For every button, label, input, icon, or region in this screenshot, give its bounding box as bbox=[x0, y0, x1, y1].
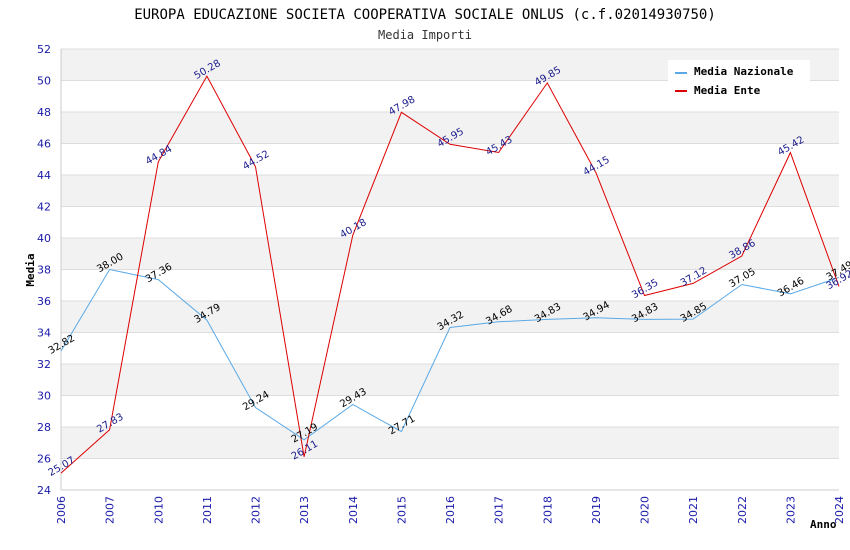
y-axis-ticks: 24 26 28 30 32 34 36 38 40 42 44 46 48 50 52 bbox=[37, 43, 51, 497]
legend-label-media-ente: Media Ente bbox=[694, 84, 761, 97]
data-label-media-ente: 40.18 bbox=[338, 217, 368, 241]
y-tick-label: 50 bbox=[37, 75, 51, 88]
x-tick-label: 2011 bbox=[201, 496, 214, 524]
x-tick-label: 2019 bbox=[590, 496, 603, 524]
legend-label-media-nazionale: Media Nazionale bbox=[694, 65, 794, 78]
data-label-media-ente: 36.35 bbox=[630, 277, 660, 301]
y-tick-label: 28 bbox=[37, 421, 51, 434]
y-tick-label: 30 bbox=[37, 390, 51, 403]
y-tick-label: 48 bbox=[37, 106, 51, 119]
band bbox=[61, 364, 839, 396]
x-tick-label: 2022 bbox=[736, 496, 749, 524]
x-tick-label: 2014 bbox=[347, 496, 360, 524]
y-tick-label: 52 bbox=[37, 43, 51, 56]
x-axis-ticks: 2006 2007 2010 2011 2012 2013 2014 2015 2016 2017… bbox=[55, 496, 846, 524]
y-tick-label: 44 bbox=[37, 169, 51, 182]
x-tick-label: 2007 bbox=[104, 496, 117, 524]
x-tick-label: 2010 bbox=[152, 496, 165, 524]
data-label-media-nazionale: 36.46 bbox=[776, 276, 806, 300]
y-tick-label: 32 bbox=[37, 358, 51, 371]
x-tick-label: 2024 bbox=[833, 496, 846, 524]
chart-subtitle: Media Importi bbox=[378, 28, 472, 42]
legend: Media Nazionale Media Ente bbox=[668, 60, 810, 102]
y-tick-label: 34 bbox=[37, 327, 51, 340]
y-axis-title: Media bbox=[24, 253, 37, 286]
x-tick-label: 2018 bbox=[541, 496, 554, 524]
chart-title: EUROPA EDUCAZIONE SOCIETA COOPERATIVA SO… bbox=[134, 7, 716, 23]
axes bbox=[60, 49, 839, 491]
x-tick-label: 2006 bbox=[55, 496, 68, 524]
band bbox=[61, 112, 839, 144]
x-tick-label: 2021 bbox=[687, 496, 700, 524]
y-tick-label: 36 bbox=[37, 295, 51, 308]
band bbox=[61, 427, 839, 459]
x-axis-title: Anno bbox=[810, 518, 837, 531]
legend-box bbox=[668, 60, 810, 102]
series-lines bbox=[60, 75, 840, 474]
data-label-media-nazionale: 32.82 bbox=[47, 333, 77, 357]
y-tick-label: 26 bbox=[37, 453, 51, 466]
data-label-media-ente: 44.84 bbox=[144, 144, 174, 168]
y-tick-label: 40 bbox=[37, 232, 51, 245]
x-tick-label: 2015 bbox=[395, 496, 408, 524]
x-tick-label: 2013 bbox=[298, 496, 311, 524]
x-tick-label: 2023 bbox=[784, 496, 797, 524]
background-bands bbox=[61, 49, 839, 459]
series-line-media-ente bbox=[60, 75, 840, 474]
y-tick-label: 38 bbox=[37, 264, 51, 277]
x-tick-label: 2012 bbox=[250, 496, 263, 524]
band bbox=[61, 175, 839, 207]
series-line-media-nazionale bbox=[60, 268, 840, 441]
x-tick-label: 2016 bbox=[444, 496, 457, 524]
x-tick-label: 2017 bbox=[493, 496, 506, 524]
y-tick-label: 42 bbox=[37, 201, 51, 214]
x-tick-label: 2020 bbox=[639, 496, 652, 524]
y-tick-label: 46 bbox=[37, 138, 51, 151]
band bbox=[61, 238, 839, 270]
y-tick-label: 24 bbox=[37, 484, 51, 497]
